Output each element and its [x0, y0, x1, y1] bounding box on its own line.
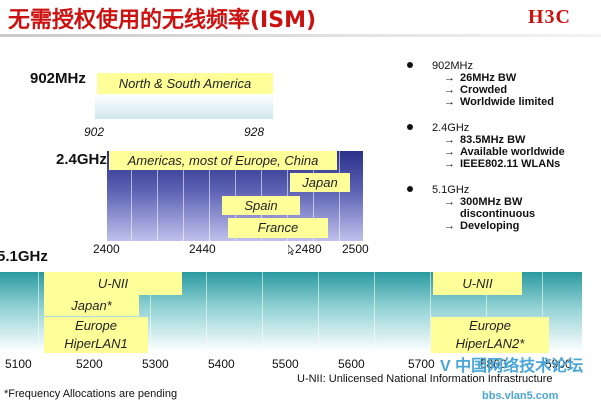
allocation-europe-hiperlan2: Europe HiperLAN2* — [431, 317, 549, 353]
grid-line — [262, 272, 263, 352]
allocation-americas-europe-china: Americas, most of Europe, China — [109, 151, 337, 170]
note-item: → IEEE802.11 WLANs — [408, 158, 598, 170]
note-item-text: 83.5MHz BW — [460, 134, 526, 146]
grid-line — [206, 272, 207, 352]
footnote: *Frequency Allocations are pending — [4, 388, 178, 400]
arrow-right-icon: → — [444, 84, 455, 96]
grid-line — [209, 151, 210, 241]
note-902: 902MHz → 26MHz BW → Crowded → Worldwide lim… — [407, 60, 598, 108]
note-item: → Developing — [408, 220, 598, 232]
band-bar-902 — [95, 94, 273, 119]
tick-5600: 5600 — [338, 357, 365, 371]
tick-5200: 5200 — [76, 357, 103, 371]
watermark-logo: V 中国网络技术论坛 — [440, 358, 584, 375]
allocation-europe-hiperlan1: Europe HiperLAN1 — [44, 317, 148, 353]
note-item: → 83.5MHz BW — [408, 134, 598, 146]
allocation-hiperlan2-label: HiperLAN2* — [455, 336, 525, 351]
arrow-right-icon: → — [444, 72, 455, 84]
allocation-hiperlan1-label: HiperLAN1 — [64, 336, 128, 351]
watermark-url: bbs.vlan5.com — [482, 390, 559, 402]
arrow-right-icon: → — [444, 134, 455, 146]
grid-line — [313, 151, 314, 241]
grid-line — [131, 151, 132, 241]
note-item: → 300MHz BW — [408, 196, 598, 208]
tick-5100: 5100 — [5, 357, 32, 371]
note-item-continuation: discontinuous — [460, 208, 536, 220]
band-label-902: 902MHz — [30, 70, 86, 87]
unii-definition: U-NII: Unlicensed National Information I… — [297, 373, 553, 385]
allocation-north-south-america: North & South America — [97, 73, 273, 94]
tick-2440: 2440 — [189, 242, 216, 256]
note-item-text: Available worldwide — [460, 146, 565, 158]
note-item-text: Crowded — [460, 84, 508, 96]
grid-line — [150, 272, 151, 352]
allocation-japan: Japan — [290, 173, 350, 192]
note-item-text: 26MHz BW — [460, 72, 517, 84]
tick-5900: 5900 — [545, 357, 572, 371]
allocation-europe-label-2: Europe — [469, 318, 511, 333]
grid-line — [339, 151, 340, 241]
tick-5800: 5800 — [480, 357, 507, 371]
title-divider — [0, 34, 601, 37]
arrow-right-icon: → — [444, 196, 455, 208]
grid-line — [38, 272, 39, 352]
bullet-icon — [407, 186, 413, 192]
allocation-spain: Spain — [222, 196, 300, 215]
side-notes: 902MHz → 26MHz BW → Crowded → Worldwide lim… — [407, 60, 598, 246]
band-label-51: 5.1GHz — [0, 248, 48, 265]
grid-line — [430, 272, 431, 352]
arrow-right-icon: → — [444, 220, 455, 232]
note-item: → Available worldwide — [408, 146, 598, 158]
arrow-right-icon: → — [444, 158, 455, 170]
tick-5500: 5500 — [272, 357, 299, 371]
grid-line — [157, 151, 158, 241]
grid-line — [318, 272, 319, 352]
grid-line — [374, 272, 375, 352]
allocation-unii-low: U-NII — [44, 272, 182, 295]
tick-5700: 5700 — [408, 357, 435, 371]
note-item: → Worldwide limited — [408, 96, 598, 108]
band-label-24: 2.4GHz — [56, 151, 107, 168]
allocation-france: France — [228, 218, 328, 238]
tick-902: 902 — [84, 125, 105, 139]
h3c-logo: H3C — [528, 6, 571, 28]
allocation-unii-high: U-NII — [433, 272, 522, 295]
note-item: → Crowded — [408, 84, 598, 96]
note-head: 5.1GHz — [432, 184, 470, 196]
note-24: 2.4GHz → 83.5MHz BW → Available worldwide … — [407, 122, 598, 170]
note-head: 2.4GHz — [432, 122, 470, 134]
bullet-icon — [407, 124, 413, 130]
arrow-right-icon: → — [444, 146, 455, 158]
arrow-right-icon: → — [444, 96, 455, 108]
grid-line — [183, 151, 184, 241]
note-item-text: Worldwide limited — [460, 96, 554, 108]
tick-928: 928 — [244, 125, 265, 139]
note-item-text: 300MHz BW — [460, 196, 523, 208]
mouse-cursor-icon — [288, 245, 294, 255]
bullet-icon — [407, 62, 413, 68]
page-title: 无需授权使用的无线频率(ISM) — [8, 8, 317, 33]
note-item: → 26MHz BW — [408, 72, 598, 84]
grid-line — [486, 272, 487, 352]
note-item-text: IEEE802.11 WLANs — [460, 158, 561, 170]
tick-2480: 2480 — [295, 242, 322, 256]
note-head: 902MHz — [432, 60, 473, 72]
note-item-text: Developing — [460, 220, 520, 232]
note-51: 5.1GHz → 300MHz BW discontinuous → Develop… — [407, 184, 598, 232]
tick-2400: 2400 — [93, 242, 120, 256]
grid-line — [542, 272, 543, 352]
allocation-europe-label: Europe — [75, 318, 117, 333]
tick-5400: 5400 — [208, 357, 235, 371]
tick-2500: 2500 — [342, 242, 369, 256]
tick-5300: 5300 — [142, 357, 169, 371]
allocation-japan-pending: Japan* — [44, 295, 139, 316]
